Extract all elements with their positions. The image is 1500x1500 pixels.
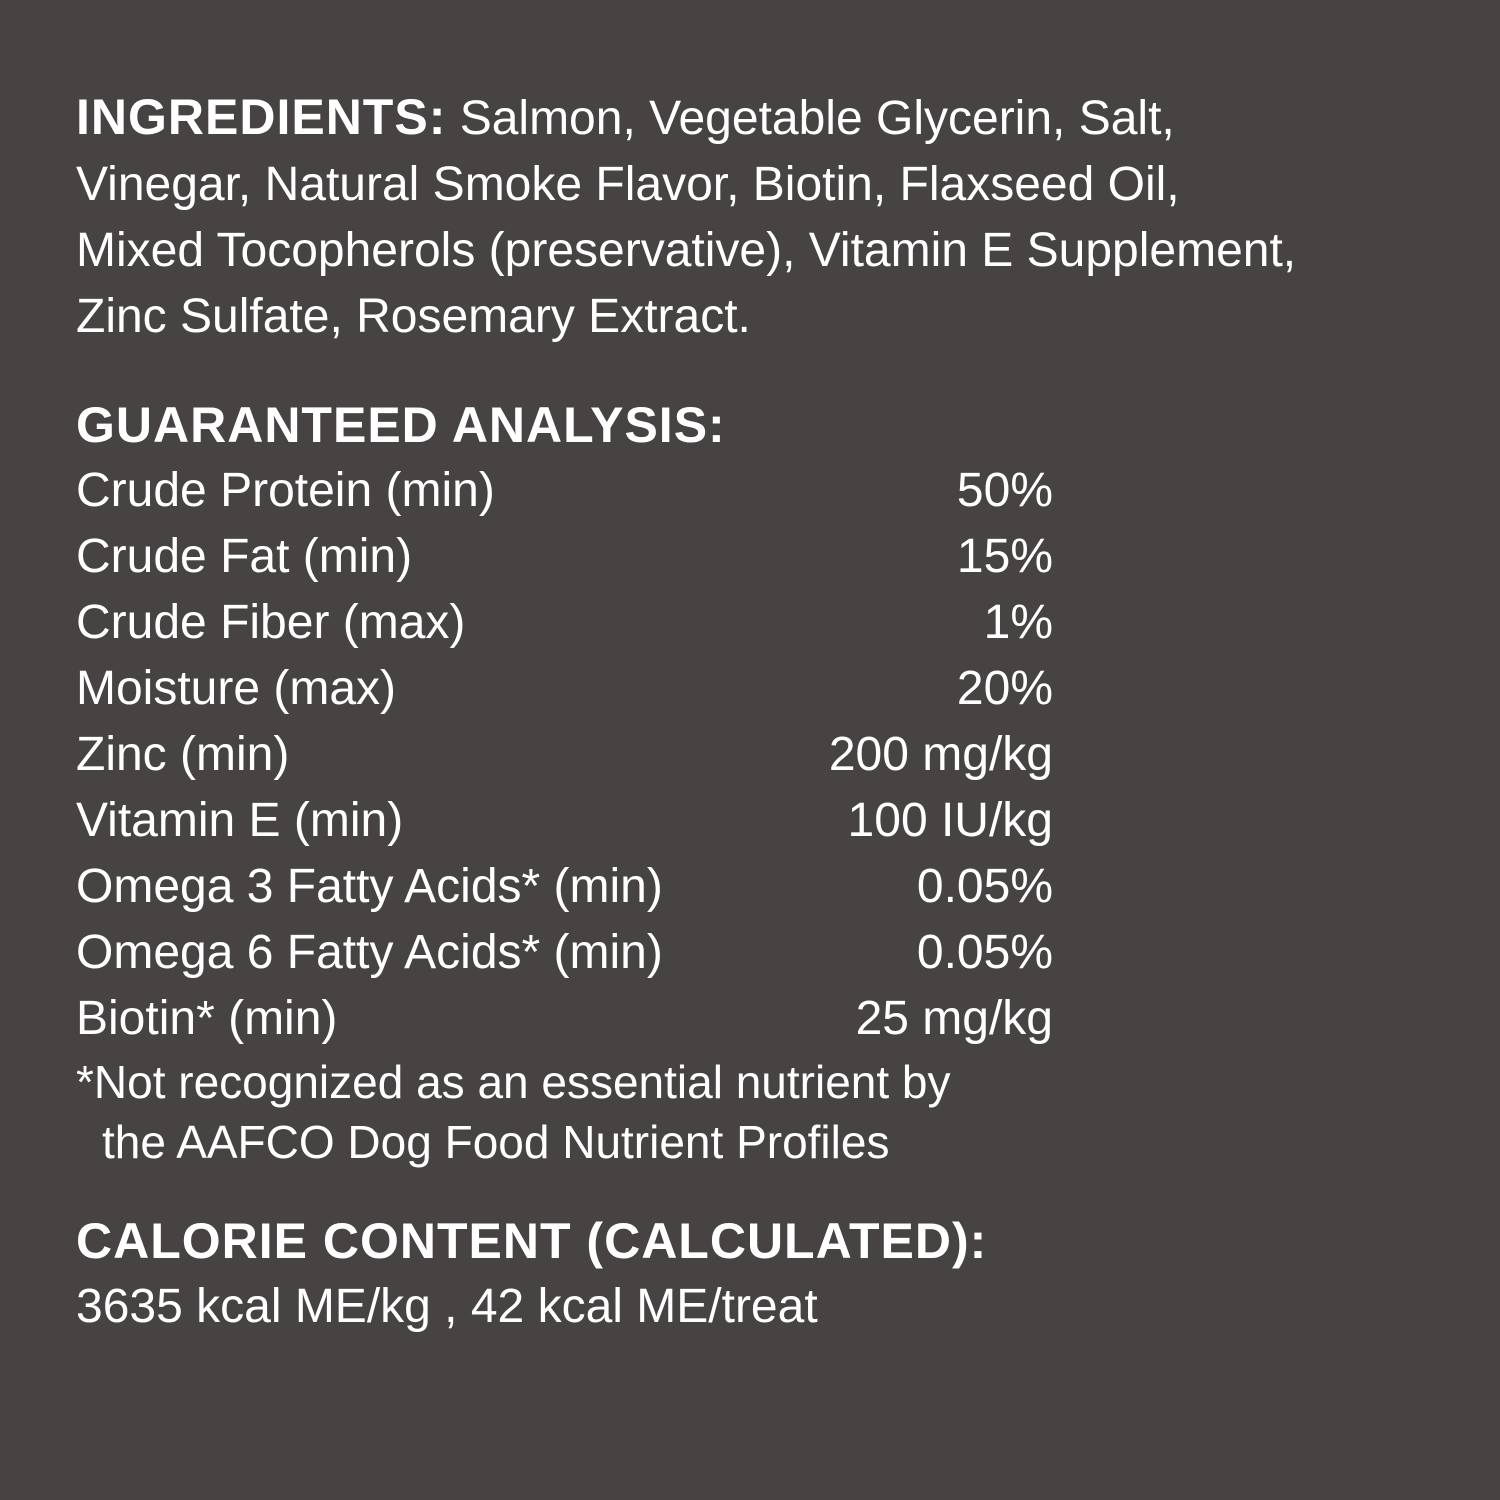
nutrient-value: 20% — [956, 662, 1053, 715]
ingredients-line: INGREDIENTS: Salmon, Vegetable Glycerin,… — [76, 84, 1296, 152]
nutrient-value: 0.05% — [916, 860, 1053, 913]
analysis-row: Zinc (min) 200 mg/kg — [76, 722, 1053, 788]
analysis-heading: GUARANTEED ANALYSIS: — [76, 397, 726, 453]
nutrient-value: 50% — [956, 464, 1053, 517]
nutrient-value: 200 mg/kg — [828, 728, 1053, 781]
analysis-row: Crude Protein (min) 50% — [76, 458, 1053, 524]
ingredients-text: Salmon, Vegetable Glycerin, Salt, — [446, 92, 1175, 145]
calorie-heading: CALORIE CONTENT (CALCULATED): — [76, 1213, 988, 1269]
nutrient-value: 25 mg/kg — [855, 992, 1053, 1045]
nutrient-value: 0.05% — [916, 926, 1053, 979]
footnote-line: the AAFCO Dog Food Nutrient Profiles — [102, 1116, 890, 1168]
nutrient-value: 100 IU/kg — [847, 794, 1053, 847]
analysis-row: Moisture (max) 20% — [76, 656, 1053, 722]
ingredients-line: Vinegar, Natural Smoke Flavor, Biotin, F… — [76, 158, 1180, 211]
ingredients-section: INGREDIENTS: Salmon, Vegetable Glycerin,… — [76, 84, 1296, 350]
analysis-row: Biotin* (min) 25 mg/kg — [76, 986, 1053, 1052]
nutrient-label: Moisture (max) — [76, 662, 397, 715]
analysis-row: Crude Fat (min) 15% — [76, 524, 1053, 590]
nutrient-value: 15% — [956, 530, 1053, 583]
nutrient-label: Crude Fiber (max) — [76, 596, 466, 649]
nutrient-label: Crude Protein (min) — [76, 464, 495, 517]
ingredients-heading: INGREDIENTS: — [76, 89, 447, 145]
analysis-row: Omega 3 Fatty Acids* (min) 0.05% — [76, 854, 1053, 920]
nutrient-label: Vitamin E (min) — [76, 794, 404, 847]
ingredients-line: Zinc Sulfate, Rosemary Extract. — [76, 290, 751, 343]
analysis-row: Crude Fiber (max) 1% — [76, 590, 1053, 656]
analysis-section: GUARANTEED ANALYSIS: Crude Protein (min)… — [76, 392, 1053, 1172]
nutrient-value: 1% — [983, 596, 1053, 649]
nutrient-label: Biotin* (min) — [76, 992, 338, 1045]
calorie-section: CALORIE CONTENT (CALCULATED): 3635 kcal … — [76, 1208, 987, 1340]
analysis-row: Vitamin E (min) 100 IU/kg — [76, 788, 1053, 854]
footnote-line: *Not recognized as an essential nutrient… — [76, 1056, 951, 1108]
nutrient-label: Zinc (min) — [76, 728, 290, 781]
calorie-value: 3635 kcal ME/kg , 42 kcal ME/treat — [76, 1280, 818, 1333]
nutrient-label: Crude Fat (min) — [76, 530, 413, 583]
nutrient-label: Omega 3 Fatty Acids* (min) — [76, 860, 663, 913]
nutrient-label: Omega 6 Fatty Acids* (min) — [76, 926, 663, 979]
ingredients-line: Mixed Tocopherols (preservative), Vitami… — [76, 224, 1297, 277]
analysis-row: Omega 6 Fatty Acids* (min) 0.05% — [76, 920, 1053, 986]
